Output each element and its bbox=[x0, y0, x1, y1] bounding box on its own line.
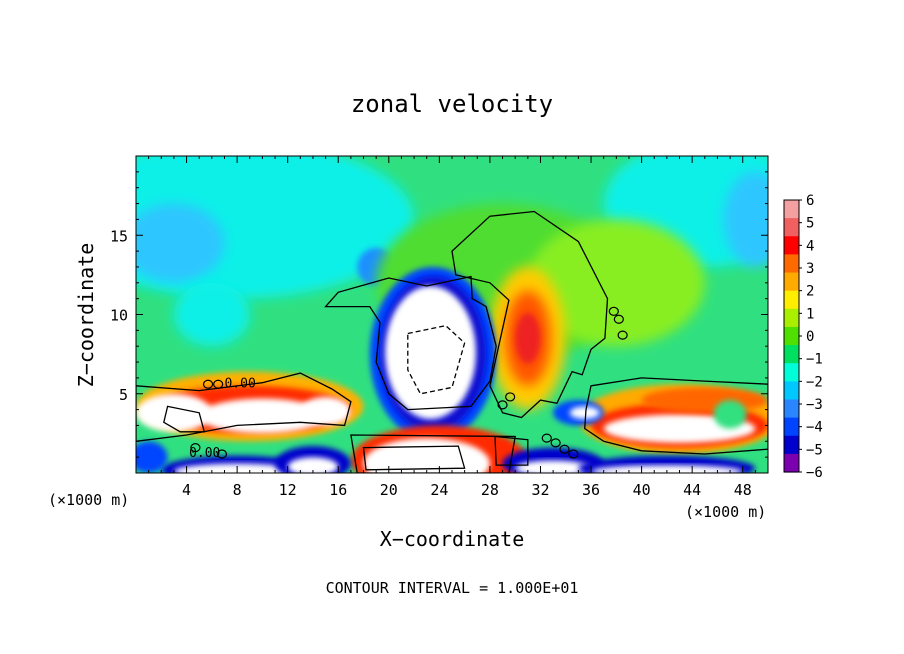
colorbar-swatch bbox=[784, 236, 799, 255]
field-region bbox=[515, 312, 541, 364]
contour-small-loop bbox=[202, 379, 214, 389]
colorbar-swatch bbox=[784, 345, 799, 364]
field-region bbox=[641, 387, 768, 413]
field-region bbox=[136, 393, 212, 432]
field-region bbox=[713, 400, 747, 429]
contour-small-loop bbox=[190, 443, 201, 453]
contour-lines bbox=[136, 210, 768, 473]
colorbar-swatch bbox=[784, 453, 799, 473]
x-tick-label: 48 bbox=[734, 481, 752, 499]
contour-small-loop bbox=[617, 330, 628, 340]
contour-bottom-center bbox=[350, 434, 516, 473]
field-region bbox=[569, 406, 600, 420]
colorbar-label: −2 bbox=[806, 374, 823, 390]
colorbar-label: 1 bbox=[806, 306, 814, 322]
x-tick-label: 28 bbox=[481, 481, 499, 499]
contour-bottom-small bbox=[494, 435, 529, 466]
contour-small-loop bbox=[608, 306, 619, 316]
zero-contour-left-band bbox=[136, 372, 352, 442]
colorbar-label: −6 bbox=[806, 465, 823, 481]
field-region bbox=[173, 282, 250, 347]
field-region bbox=[723, 171, 768, 267]
x-tick-label: 32 bbox=[531, 481, 549, 499]
x-tick-label: 12 bbox=[279, 481, 297, 499]
colorbar-label: 6 bbox=[806, 193, 814, 209]
x-unit-right: (×1000 m) bbox=[685, 503, 766, 521]
contour-small-loop bbox=[568, 449, 579, 459]
colorbar-label: 2 bbox=[806, 284, 814, 300]
x-tick-label: 20 bbox=[380, 481, 398, 499]
contour-left-cell bbox=[163, 405, 206, 433]
heatmap-field bbox=[136, 156, 768, 473]
contour-small-loop bbox=[216, 449, 228, 459]
colorbar-swatch bbox=[784, 218, 799, 237]
field-region bbox=[136, 203, 225, 283]
colorbar-swatch bbox=[784, 363, 799, 382]
field-region bbox=[199, 398, 326, 434]
y-axis-label: Z−coordinate bbox=[74, 243, 98, 388]
x-tick-label: 8 bbox=[233, 481, 242, 499]
colorbar-swatch bbox=[784, 254, 799, 274]
colorbar-swatch bbox=[784, 399, 799, 419]
field-region bbox=[287, 457, 339, 473]
contour-label: 0.00 bbox=[189, 446, 220, 461]
contour-small-loop bbox=[505, 392, 516, 402]
colorbar-label: −5 bbox=[806, 442, 823, 458]
x-tick-label: 4 bbox=[182, 481, 191, 499]
colorbar-swatch bbox=[784, 435, 799, 455]
colorbar-label: −3 bbox=[806, 397, 823, 413]
x-axis: 4 8 12 16 20 24 28 32 36 40 44 48 bbox=[148, 156, 756, 499]
contour-small-loop bbox=[541, 433, 552, 443]
contour-labels: 0.00 0.00 bbox=[189, 376, 256, 461]
colorbar-label: 4 bbox=[806, 238, 814, 254]
field-region bbox=[385, 285, 477, 420]
y-tick-label: 5 bbox=[119, 386, 128, 404]
x-tick-label: 36 bbox=[582, 481, 600, 499]
contour-small-loop bbox=[550, 438, 561, 448]
y-tick-label: 10 bbox=[110, 307, 128, 325]
y-axis: 5 10 15 bbox=[110, 171, 768, 458]
x-tick-label: 44 bbox=[683, 481, 701, 499]
colorbar-swatch bbox=[784, 308, 799, 328]
contour-small-loop bbox=[213, 379, 224, 389]
colorbar-label: 5 bbox=[806, 216, 814, 232]
colorbar-label: 0 bbox=[806, 329, 814, 345]
chart-title: zonal velocity bbox=[351, 90, 553, 118]
colorbar-swatch bbox=[784, 381, 799, 401]
negative-contour-vortex bbox=[407, 324, 466, 395]
field-region bbox=[515, 460, 592, 473]
colorbar-swatch bbox=[784, 200, 799, 219]
x-tick-label: 40 bbox=[633, 481, 651, 499]
y-tick-label: 15 bbox=[110, 227, 128, 245]
colorbar-swatch bbox=[784, 417, 799, 437]
zero-contour-plume bbox=[451, 210, 609, 419]
colorbar: 6 5 4 3 2 1 0 −1 −2 −3 −4 −5 −6 bbox=[783, 193, 823, 481]
field-region bbox=[527, 219, 705, 347]
colorbar-swatch bbox=[784, 290, 799, 310]
field-region bbox=[300, 396, 351, 426]
contour-small-loop bbox=[613, 314, 624, 324]
contour-bottom-center-inner bbox=[362, 445, 466, 471]
x-tick-label: 16 bbox=[329, 481, 347, 499]
x-axis-label: X−coordinate bbox=[380, 527, 525, 551]
x-tick-label: 24 bbox=[430, 481, 448, 499]
zero-contour-vortex bbox=[324, 275, 497, 411]
contour-interval-note: CONTOUR INTERVAL = 1.000E+01 bbox=[326, 579, 579, 597]
x-unit-left: (×1000 m) bbox=[48, 491, 129, 509]
colorbar-label: −1 bbox=[806, 352, 823, 368]
colorbar-label: −4 bbox=[806, 420, 823, 436]
colorbar-swatch bbox=[784, 272, 799, 292]
contour-label: 0.00 bbox=[224, 376, 255, 391]
contour-small-loop bbox=[497, 400, 508, 410]
field-region bbox=[136, 441, 168, 473]
contour-small-loop bbox=[559, 444, 570, 454]
colorbar-swatch bbox=[784, 326, 799, 346]
colorbar-label: 3 bbox=[806, 261, 814, 277]
zero-contour-right-band bbox=[584, 377, 768, 455]
